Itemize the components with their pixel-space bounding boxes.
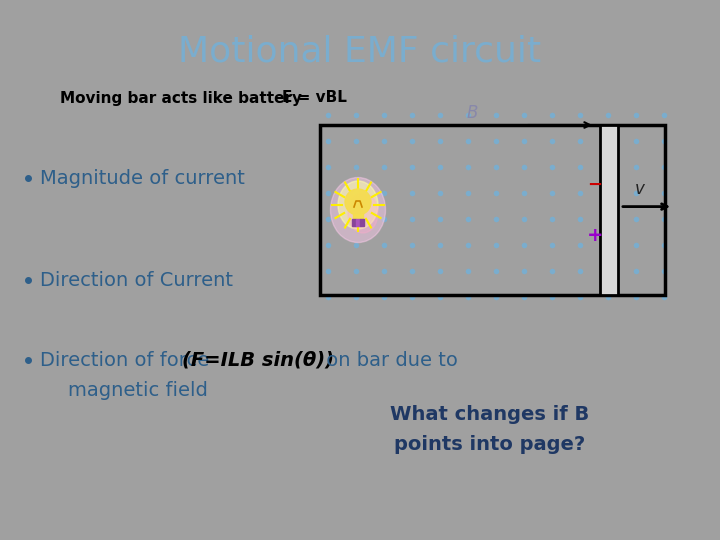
- Text: magnetic field: magnetic field: [68, 381, 208, 400]
- Bar: [360, 219, 364, 226]
- Bar: [352, 219, 356, 226]
- Circle shape: [345, 189, 371, 215]
- Text: B: B: [467, 104, 478, 122]
- Ellipse shape: [338, 181, 378, 229]
- Bar: [600, 125, 618, 295]
- Bar: [320, 125, 665, 295]
- Bar: [356, 219, 360, 226]
- Text: −: −: [588, 176, 603, 193]
- Text: E = vBL: E = vBL: [282, 91, 347, 105]
- Ellipse shape: [348, 193, 378, 233]
- Text: +: +: [587, 226, 603, 245]
- Text: Motional EMF circuit: Motional EMF circuit: [179, 35, 541, 69]
- Text: points into page?: points into page?: [395, 435, 585, 455]
- Text: (F=ILB sin(θ)): (F=ILB sin(θ)): [182, 350, 334, 369]
- Text: Moving bar acts like battery: Moving bar acts like battery: [60, 91, 302, 105]
- Text: v: v: [635, 180, 645, 198]
- Text: Direction of force: Direction of force: [40, 350, 215, 369]
- Text: What changes if B: What changes if B: [390, 406, 590, 424]
- Ellipse shape: [330, 178, 385, 242]
- Text: Direction of Current: Direction of Current: [40, 271, 233, 289]
- Text: on bar due to: on bar due to: [320, 350, 458, 369]
- Bar: [353, 214, 363, 219]
- Text: Magnitude of current: Magnitude of current: [40, 168, 245, 187]
